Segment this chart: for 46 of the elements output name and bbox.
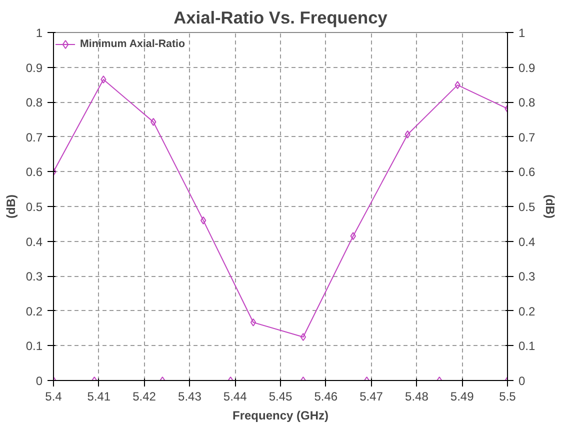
y-tick-label: 0.6 xyxy=(26,165,43,180)
y-tick-label: 0.3 xyxy=(26,270,43,284)
x-tick-label: 5.5 xyxy=(499,390,516,404)
x-tick-label: 5.45 xyxy=(268,390,293,404)
x-tick-label: 5.41 xyxy=(87,390,111,404)
x-tick-label: 5.42 xyxy=(132,390,156,404)
y2-tick-label: 0.2 xyxy=(518,304,536,318)
point xyxy=(350,232,356,240)
y2-tick-label: 0.3 xyxy=(518,270,536,284)
y-tick-label: 0.1 xyxy=(26,339,43,354)
y2-tick-label: 0.7 xyxy=(518,130,536,144)
x-tick-label: 5.4 xyxy=(45,390,62,404)
y-axis-title: (dB) xyxy=(4,194,18,218)
y2-tick-label: 1 xyxy=(518,26,526,40)
point xyxy=(454,81,460,90)
y2-tick-label: 0.1 xyxy=(518,339,536,354)
x-tick-label: 5.43 xyxy=(178,390,202,404)
y-tick-label: 1 xyxy=(36,26,43,40)
x-tick-label: 5.44 xyxy=(223,390,248,404)
y-tick-label: 0.8 xyxy=(26,96,43,110)
point xyxy=(200,216,206,224)
y-tick-label: 0.7 xyxy=(26,130,43,144)
x-tick-label: 5.49 xyxy=(450,390,474,404)
y2-tick-label: 0.4 xyxy=(518,234,536,249)
point xyxy=(100,75,106,84)
y2-axis-title: (dB) xyxy=(543,194,558,219)
x-tick-label: 5.48 xyxy=(405,390,429,404)
y-tick-label: 0.2 xyxy=(26,304,43,318)
point xyxy=(150,118,156,126)
legend-label: Minimum Axial-Ratio xyxy=(80,38,185,50)
y2-tick-label: 0.5 xyxy=(518,200,536,214)
y2-tick-label: 0.6 xyxy=(518,165,536,180)
x-tick-label: 5.47 xyxy=(360,390,384,404)
x-tick-label: 5.46 xyxy=(314,390,338,404)
y-tick-label: 0.9 xyxy=(26,60,43,75)
chart-title: Axial-Ratio Vs. Frequency xyxy=(174,8,388,28)
y-tick-label: 0.4 xyxy=(26,234,43,249)
y2-tick-label: 0.9 xyxy=(518,60,536,75)
point xyxy=(250,318,256,326)
point xyxy=(404,130,410,138)
y2-tick-label: 0 xyxy=(518,374,526,388)
y-tick-label: 0.5 xyxy=(26,200,43,214)
y2-tick-label: 0.8 xyxy=(518,96,536,110)
x-axis-title: Frequency (GHz) xyxy=(232,408,329,422)
y-tick-label: 0 xyxy=(36,374,43,388)
point xyxy=(300,333,306,341)
